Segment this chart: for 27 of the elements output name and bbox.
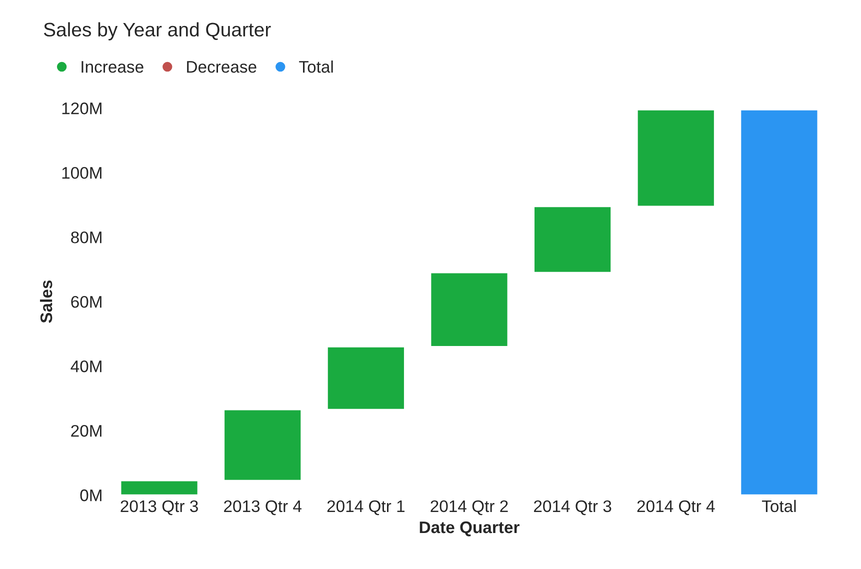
bar [223,408,302,482]
y-tick-label: 80M [71,231,102,244]
x-axis-title: Date Quarter [420,521,520,536]
y-tick-label: 0M [80,489,102,502]
bar [430,272,509,348]
chart-title: Sales by Year and Quarter [44,22,271,40]
x-tick-label: 2014 Qtr 2 [430,500,508,516]
x-tick-label: 2014 Qtr 4 [637,500,715,516]
y-tick-label: 40M [70,360,102,372]
x-tick-label: 2013 Qtr 3 [120,500,198,516]
x-tick-label: Total [762,500,796,512]
bar [120,480,199,496]
x-tick-label: 2013 Qtr 4 [224,500,302,516]
y-axis-title: Sales [40,280,52,323]
legend-label: Total [299,60,333,73]
bar [636,109,716,208]
y-tick-label: 20M [71,424,102,437]
x-tick-label: 2014 Qtr 1 [327,500,404,516]
y-tick-label: 100M [62,167,102,179]
y-tick-label: 60M [71,296,102,308]
y-tick-label: 120M [62,102,102,114]
x-tick-label: 2014 Qtr 3 [534,500,612,516]
bar [326,346,406,410]
legend-label: Decrease [187,61,256,73]
legend-label: Increase [82,61,144,73]
bar [740,109,819,496]
bar [533,206,612,274]
